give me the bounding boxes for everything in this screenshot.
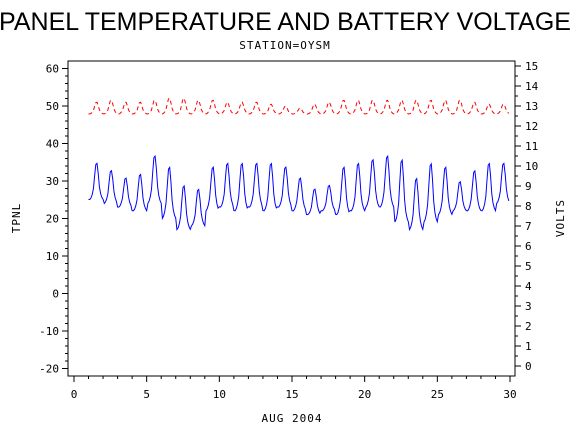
y-left-tick-label: 30 [46, 175, 59, 188]
y-left-tick-label: 0 [52, 288, 59, 301]
y-right-tick-label: 5 [525, 260, 532, 273]
y-axis-left-label: TPNL [10, 203, 23, 234]
y-right-tick-label: 6 [525, 240, 532, 253]
series-layer [88, 97, 510, 232]
series-line-2 [88, 97, 510, 115]
y-right-tick-label: 12 [525, 120, 538, 133]
y-left-tick-label: 10 [46, 250, 59, 263]
x-tick-label: 25 [431, 388, 444, 401]
y-left-tick-label: 50 [46, 100, 59, 113]
y-right-tick-label: 7 [525, 220, 532, 233]
x-tick-label: 0 [71, 388, 78, 401]
x-tick-label: 30 [503, 388, 516, 401]
x-tick-label: 20 [358, 388, 371, 401]
y-right-tick-label: 0 [525, 360, 532, 373]
series-line-1 [88, 154, 510, 232]
y-right-tick-label: 10 [525, 160, 538, 173]
y-axis-left: -20 -10 0 10 20 30 40 50 60 [39, 63, 68, 376]
y-left-tick-label: 20 [46, 213, 59, 226]
y-right-tick-label: 3 [525, 300, 532, 313]
y-right-tick-label: 4 [525, 280, 532, 293]
y-left-tick-label: 60 [46, 63, 59, 76]
y-right-tick-label: 9 [525, 180, 532, 193]
y-right-tick-label: 15 [525, 60, 538, 73]
x-axis: 0 5 10 15 20 25 30 [71, 376, 517, 401]
x-tick-label: 15 [285, 388, 298, 401]
y-right-tick-label: 8 [525, 200, 532, 213]
x-tick-label: 10 [213, 388, 226, 401]
chart-subtitle: STATION=OYSM [239, 39, 330, 52]
y-left-tick-label: -10 [39, 325, 59, 338]
y-right-tick-label: 11 [525, 140, 538, 153]
chart-title: PANEL TEMPERATURE AND BATTERY VOLTAGE [0, 8, 570, 36]
y-axis-right-label: VOLTS [554, 199, 567, 237]
y-right-tick-label: 13 [525, 100, 538, 113]
y-right-tick-label: 2 [525, 320, 532, 333]
x-axis-label: AUG 2004 [262, 412, 323, 425]
x-tick-label: 5 [143, 388, 150, 401]
y-right-tick-label: 1 [525, 340, 532, 353]
y-right-tick-label: 14 [525, 80, 539, 93]
y-left-tick-label: 40 [46, 138, 59, 151]
y-left-tick-label: -20 [39, 363, 59, 376]
